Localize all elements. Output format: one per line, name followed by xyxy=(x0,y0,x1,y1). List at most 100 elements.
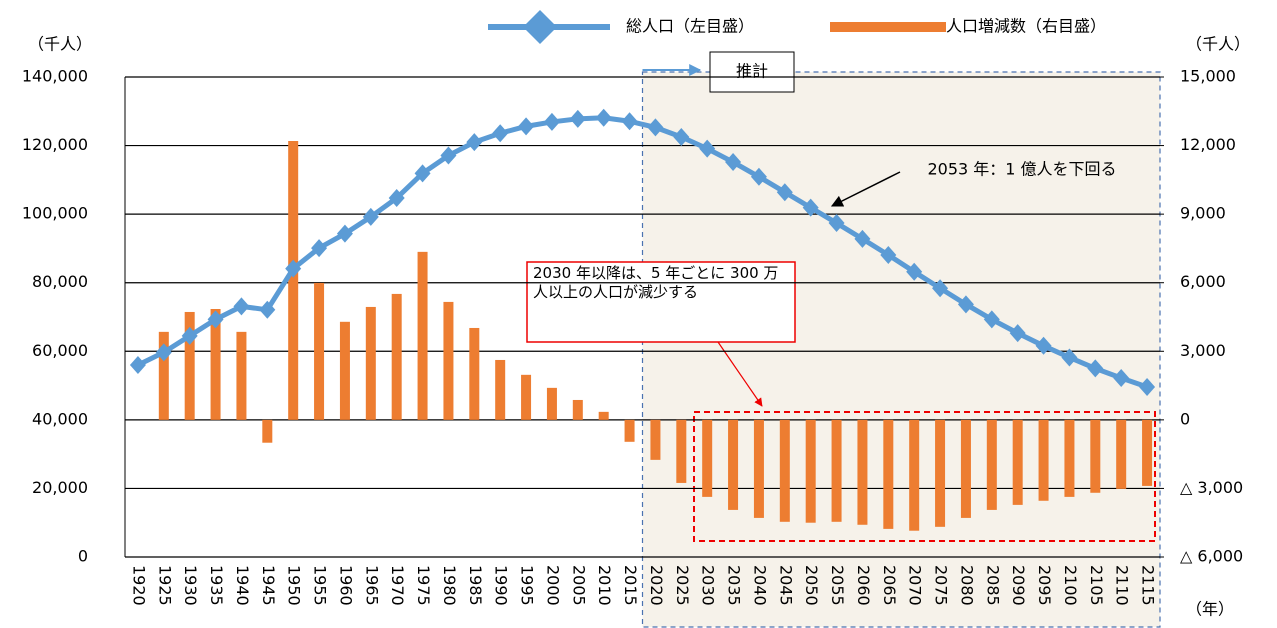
x-tick-label: 2115 xyxy=(1139,565,1158,606)
marker xyxy=(1061,348,1078,367)
x-tick-label: 2060 xyxy=(854,565,873,606)
y-tick-label: 20,000 xyxy=(32,478,88,497)
marker xyxy=(543,112,560,131)
marker xyxy=(155,343,172,362)
x-tick-label: 1930 xyxy=(181,565,200,606)
marker xyxy=(595,108,612,127)
callout-box xyxy=(526,261,796,343)
bar xyxy=(1090,419,1101,493)
x-tick-label: 2035 xyxy=(725,565,744,606)
x-tick-label: 1960 xyxy=(336,565,355,606)
bar xyxy=(521,374,532,420)
callout-arrow xyxy=(717,341,763,407)
x-tick-label: 2090 xyxy=(1009,565,1028,606)
marker xyxy=(569,109,586,128)
marker xyxy=(828,214,845,233)
x-tick-label: 1935 xyxy=(207,565,226,606)
legend-swatch xyxy=(830,22,946,32)
marker xyxy=(285,259,302,278)
y2-tick-label: 9,000 xyxy=(1180,204,1226,223)
marker xyxy=(492,124,509,143)
highlight-box xyxy=(693,411,1156,542)
x-tick-label: 2085 xyxy=(983,565,1002,606)
marker xyxy=(311,239,328,258)
x-tick-label: 2070 xyxy=(906,565,925,606)
marker xyxy=(621,112,638,131)
callout-text: 2030 年以降は、5 年ごとに 300 万人以上の人口が減少する xyxy=(533,264,779,301)
bar xyxy=(158,331,169,420)
x-tick-label: 1980 xyxy=(440,565,459,606)
marker xyxy=(802,198,819,217)
marker xyxy=(1139,377,1156,396)
bar xyxy=(624,419,635,442)
marker xyxy=(466,133,483,152)
bar xyxy=(935,419,946,527)
y-tick-label: 120,000 xyxy=(22,135,88,154)
bar xyxy=(831,419,842,522)
bar xyxy=(960,419,971,518)
y2-unit: （千人） xyxy=(1186,35,1250,54)
bar xyxy=(184,311,195,420)
bar xyxy=(909,419,920,531)
legend-label: 人口増減数（右目盛） xyxy=(946,17,1106,36)
y2-tick-label: 15,000 xyxy=(1180,67,1236,86)
x-tick-label: 2080 xyxy=(957,565,976,606)
bar xyxy=(728,419,739,510)
y-tick-label: 40,000 xyxy=(32,409,88,428)
marker xyxy=(932,279,949,298)
x-tick-label: 2110 xyxy=(1113,565,1132,606)
bar xyxy=(417,251,428,420)
bar xyxy=(676,419,687,483)
x-tick-label: 1945 xyxy=(259,565,278,606)
y-tick-label: 80,000 xyxy=(32,272,88,291)
bar xyxy=(495,359,506,420)
bar xyxy=(986,419,997,510)
x-tick-label: 2050 xyxy=(802,565,821,606)
y2-tick-label: △ 3,000 xyxy=(1180,478,1243,497)
marker xyxy=(207,310,224,329)
legend-swatch xyxy=(523,10,557,44)
bar xyxy=(1142,419,1153,486)
y-tick-label: 100,000 xyxy=(22,204,88,223)
bar xyxy=(443,301,454,420)
bar xyxy=(702,419,713,497)
y-tick-label: 140,000 xyxy=(22,67,88,86)
x-tick-label: 1920 xyxy=(129,565,148,606)
x-tick-label: 1985 xyxy=(466,565,485,606)
bar xyxy=(391,293,402,420)
marker xyxy=(440,146,457,165)
x-tick-label: 1925 xyxy=(155,565,174,606)
x-tick-label: 2015 xyxy=(621,565,640,606)
annotation-arrow xyxy=(830,171,901,207)
marker xyxy=(880,245,897,264)
bar xyxy=(546,387,557,420)
x-tick-label: 1965 xyxy=(362,565,381,606)
x-tick-label: 2010 xyxy=(595,565,614,606)
marker xyxy=(957,295,974,314)
marker xyxy=(1087,359,1104,378)
x-tick-label: 2000 xyxy=(543,565,562,606)
bar xyxy=(1038,419,1049,501)
marker xyxy=(854,229,871,248)
x-tick-label: 1990 xyxy=(492,565,511,606)
marker xyxy=(725,153,742,172)
x-tick-label: 2030 xyxy=(699,565,718,606)
marker xyxy=(259,300,276,319)
x-tick-label: 1940 xyxy=(233,565,252,606)
marker xyxy=(518,117,535,136)
y-tick-label: 0 xyxy=(78,547,88,566)
marker xyxy=(1009,324,1026,343)
legend-label: 総人口（左目盛） xyxy=(626,17,754,36)
line xyxy=(136,115,1148,390)
marker xyxy=(181,326,198,345)
x-tick-label: 2005 xyxy=(569,565,588,606)
x-tick-label: 2020 xyxy=(647,565,666,606)
bar xyxy=(779,419,790,522)
x-tick-label: 2055 xyxy=(828,565,847,606)
annotation: 2053 年：1 億人を下回る xyxy=(927,160,1116,179)
bar xyxy=(236,331,247,420)
bar xyxy=(288,141,299,420)
bar xyxy=(339,321,350,420)
x-tick-label: 1955 xyxy=(311,565,330,606)
bar xyxy=(262,419,273,443)
